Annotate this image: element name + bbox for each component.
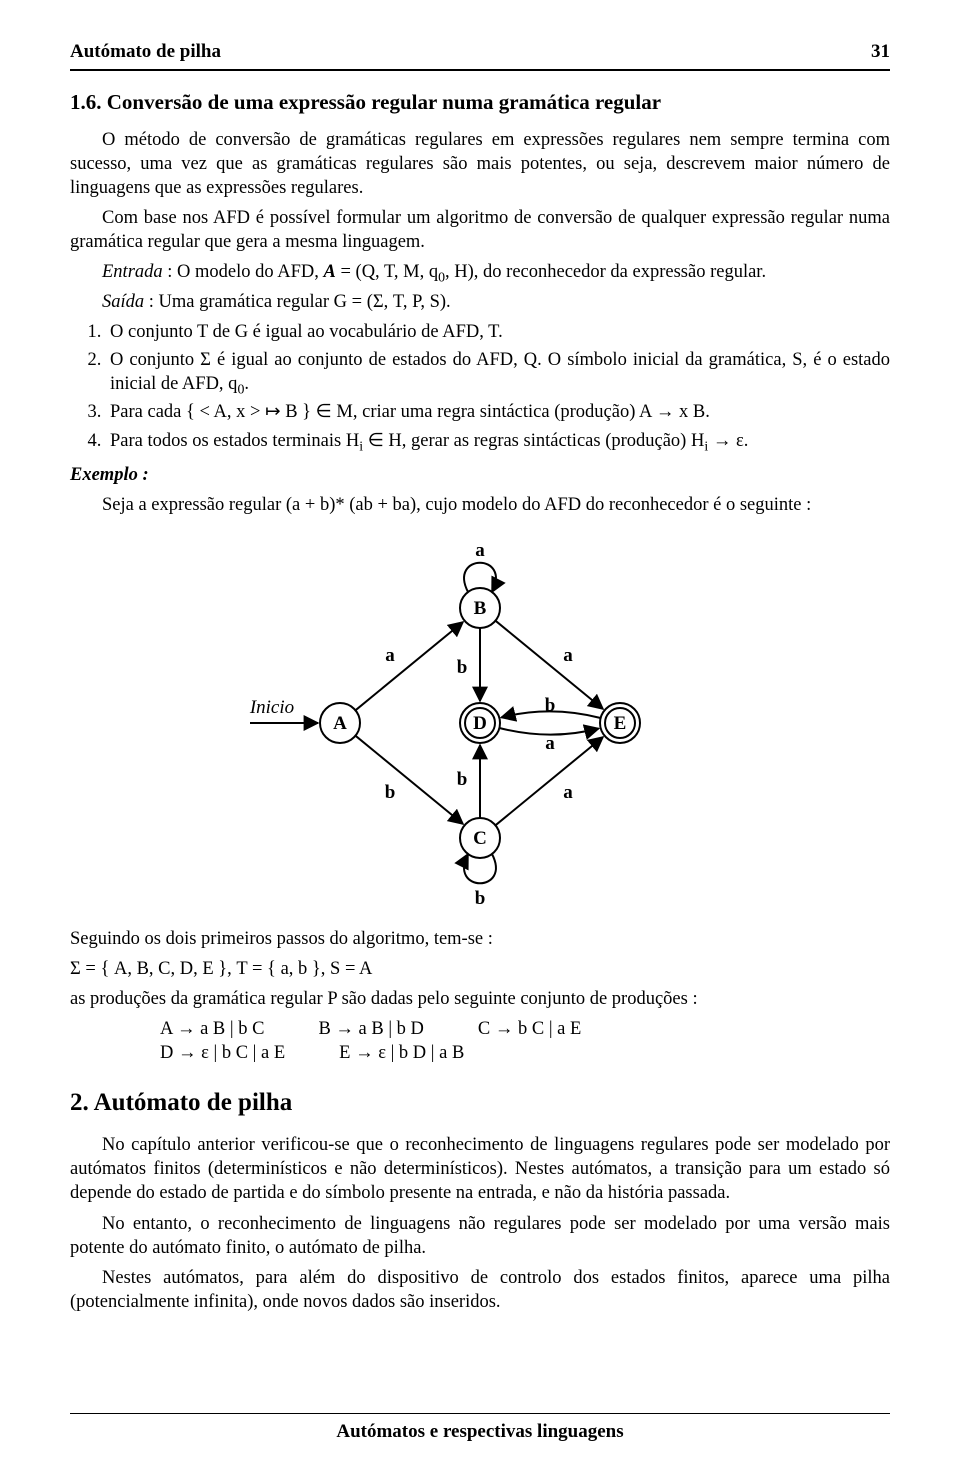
step-4: Para todos os estados terminais Hi ∈ H, …: [106, 429, 890, 453]
exemplo-intro: Seja a expressão regular (a + b)* (ab + …: [102, 493, 890, 517]
svg-text:b: b: [457, 657, 468, 678]
svg-text:a: a: [563, 782, 573, 803]
section-1-6-title: 1.6. Conversão de uma expressão regular …: [70, 89, 890, 116]
svg-text:a: a: [475, 540, 485, 561]
step-2b: .: [244, 374, 249, 394]
svg-text:a: a: [545, 733, 555, 754]
step-2a: O conjunto Σ é igual ao conjunto de esta…: [110, 350, 890, 394]
step-4b: ∈ H, gerar as regras sintácticas (produç…: [363, 431, 704, 451]
saida-label: Saída: [102, 292, 144, 312]
svg-text:C: C: [473, 828, 487, 849]
prod-B: B → a B | b D: [318, 1017, 423, 1041]
saida-line: Saída : Uma gramática regular G = (Σ, T,…: [102, 290, 890, 314]
step-4c: → ε.: [708, 431, 748, 451]
svg-text:b: b: [475, 888, 486, 909]
afd-svg: InicioabbbaabaabABDEC: [230, 523, 730, 923]
page-footer: Autómatos e respectivas linguagens: [70, 1411, 890, 1445]
exemplo-label: Exemplo :: [70, 463, 890, 487]
entrada-tuple: = (Q, T, M, q: [336, 262, 438, 282]
prod-C: C → b C | a E: [478, 1017, 581, 1041]
after-diagram-1: Seguindo os dois primeiros passos do alg…: [70, 927, 890, 951]
svg-text:a: a: [385, 645, 395, 666]
svg-text:Inicio: Inicio: [249, 697, 294, 718]
prod-D: D → ε | b C | a E: [160, 1041, 285, 1065]
svg-text:a: a: [563, 645, 573, 666]
svg-text:D: D: [473, 713, 487, 734]
saida-text: : Uma gramática regular G = (Σ, T, P, S)…: [144, 292, 451, 312]
header-page-number: 31: [871, 40, 890, 65]
after-diagram-2: as produções da gramática regular P são …: [70, 987, 890, 1011]
entrada-tail: , H), do reconhecedor da expressão regul…: [445, 262, 766, 282]
header-rule: [70, 69, 890, 71]
productions-row-2: D → ε | b C | a E E → ε | b D | a B: [160, 1041, 890, 1065]
svg-text:B: B: [474, 598, 487, 619]
paragraph-5: Nestes autómatos, para além do dispositi…: [70, 1266, 890, 1314]
algorithm-steps: O conjunto T de G é igual ao vocabulário…: [106, 320, 890, 452]
step-3: Para cada { < A, x > ↦ B } ∈ M, criar um…: [106, 400, 890, 424]
entrada-line: Entrada : O modelo do AFD, A = (Q, T, M,…: [102, 260, 890, 284]
section-2-title: 2. Autómato de pilha: [70, 1087, 890, 1120]
step-4a: Para todos os estados terminais H: [110, 431, 359, 451]
svg-text:A: A: [333, 713, 347, 734]
footer-text: Autómatos e respectivas linguagens: [70, 1420, 890, 1445]
document-page: Autómato de pilha 31 1.6. Conversão de u…: [0, 0, 960, 1471]
paragraph-4: No entanto, o reconhecimento de linguage…: [70, 1212, 890, 1260]
step-1: O conjunto T de G é igual ao vocabulário…: [106, 320, 890, 344]
prod-E: E → ε | b D | a B: [339, 1041, 464, 1065]
paragraph-3: No capítulo anterior verificou-se que o …: [70, 1133, 890, 1205]
footer-rule: [70, 1413, 890, 1414]
step-2: O conjunto Σ é igual ao conjunto de esta…: [106, 348, 890, 396]
paragraph-2: Com base nos AFD é possível formular um …: [70, 206, 890, 254]
svg-text:E: E: [614, 713, 627, 734]
sets-line: Σ = { A, B, C, D, E }, T = { a, b }, S =…: [70, 957, 890, 981]
paragraph-1: O método de conversão de gramáticas regu…: [70, 128, 890, 200]
page-header: Autómato de pilha 31: [70, 40, 890, 65]
entrada-text: : O modelo do AFD,: [163, 262, 324, 282]
afd-diagram: InicioabbbaabaabABDEC: [70, 523, 890, 923]
entrada-sub0: 0: [438, 271, 445, 286]
header-title: Autómato de pilha: [70, 40, 221, 65]
svg-text:b: b: [545, 695, 556, 716]
svg-text:b: b: [457, 769, 468, 790]
svg-text:b: b: [385, 782, 396, 803]
prod-A: A → a B | b C: [160, 1017, 264, 1041]
productions-row-1: A → a B | b C B → a B | b D C → b C | a …: [160, 1017, 890, 1041]
entrada-label: Entrada: [102, 262, 163, 282]
entrada-A: A: [324, 262, 336, 282]
